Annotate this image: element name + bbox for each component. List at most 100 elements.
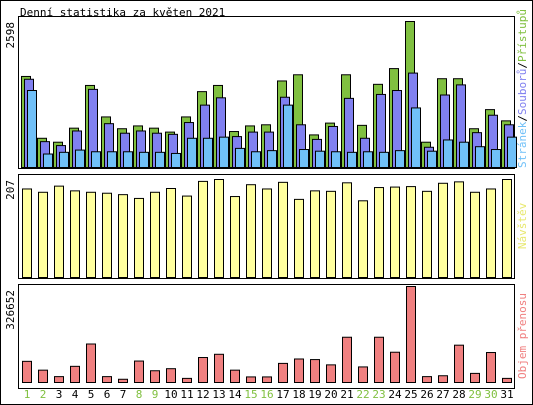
kbytes-bar (262, 376, 272, 384)
visits-bar (358, 200, 368, 279)
visits-bar (214, 179, 224, 278)
day-label: 15 (244, 388, 257, 401)
visits-bar (326, 190, 336, 279)
visits-bar (470, 191, 480, 278)
top-panel-frame (18, 16, 515, 169)
top-panel-ymax-label: 2598 (4, 22, 17, 49)
kbytes-bar (406, 286, 416, 383)
bottom-panel-frame (18, 284, 515, 389)
legend-pages: Stránek (516, 121, 529, 168)
visits-bar (134, 197, 144, 278)
pages-bar (107, 151, 117, 168)
kbytes-bar (390, 351, 400, 383)
top-panel-legend: Stránek/Souborů/Přístupů (516, 9, 529, 168)
visits-bar (70, 190, 80, 278)
day-label: 31 (500, 388, 513, 401)
bottom-panel-legend: Objem přenosu (516, 293, 529, 379)
day-label: 30 (484, 388, 497, 401)
kbytes-bar (182, 377, 192, 383)
bottom-panel-bars (22, 286, 512, 384)
day-label: 5 (88, 388, 95, 401)
pages-bar (283, 104, 293, 168)
kbytes-bar (38, 369, 48, 383)
pages-bar (331, 151, 341, 168)
kbytes-bar (102, 376, 112, 384)
visits-bar (38, 191, 48, 278)
visits-bar (278, 181, 288, 278)
visits-bar (502, 179, 512, 278)
kbytes-bar (326, 364, 336, 383)
day-label: 13 (212, 388, 225, 401)
visits-bar (230, 196, 240, 278)
visits-bar (22, 188, 32, 278)
day-label: 6 (104, 388, 111, 401)
visits-bar (166, 187, 176, 278)
day-label: 12 (196, 388, 209, 401)
visits-bar (86, 191, 96, 278)
kbytes-bar (342, 336, 352, 383)
day-label: 26 (420, 388, 433, 401)
kbytes-bar (166, 368, 176, 383)
pages-bar (219, 136, 229, 168)
visits-bar (150, 191, 160, 278)
pages-bar (459, 141, 469, 169)
pages-bar (155, 151, 165, 168)
pages-bar (203, 137, 213, 169)
pages-bar (139, 151, 149, 168)
kbytes-bar (454, 344, 464, 383)
kbytes-bar (374, 336, 384, 383)
top-panel-bars (21, 21, 517, 169)
day-label: 1 (24, 388, 31, 401)
pages-bar (347, 151, 357, 168)
middle-panel-ymax-label: 207 (4, 180, 17, 200)
pages-bar (43, 153, 53, 168)
pages-bar (443, 139, 453, 169)
pages-bar (363, 151, 373, 168)
kbytes-bar (470, 372, 480, 383)
pages-bar (235, 147, 245, 168)
visits-bar (198, 180, 208, 278)
visits-bar (262, 188, 272, 278)
pages-bar (299, 149, 309, 169)
pages-bar (27, 90, 37, 168)
day-axis-labels: 1 2 3 4 5 6 7 8 9 10 11 12 13 14 15 16 17 18 19 20 21 22 23 24 2… (24, 388, 514, 401)
chart-title: Denní statistika za květen 2021 (20, 6, 225, 19)
visits-bar (182, 195, 192, 279)
kbytes-bar (230, 369, 240, 383)
pages-bar (267, 150, 277, 169)
kbytes-bar (214, 353, 224, 384)
middle-panel-legend: Návštěv (516, 202, 529, 249)
bottom-panel-ymax-label: 326652 (4, 290, 17, 330)
pages-bar (251, 151, 261, 168)
day-label: 3 (56, 388, 63, 401)
pages-bar (171, 152, 181, 168)
day-label: 2 (40, 388, 47, 401)
visits-bar (390, 186, 400, 278)
day-label: 20 (324, 388, 337, 401)
kbytes-bar (486, 352, 496, 383)
pages-bar (59, 151, 69, 168)
kbytes-bar (86, 343, 96, 383)
visits-bar (374, 187, 384, 278)
pages-bar (395, 150, 405, 169)
kbytes-bar (150, 370, 160, 384)
pages-bar (123, 151, 133, 168)
day-label: 28 (452, 388, 465, 401)
visits-bar (406, 186, 416, 279)
pages-bar (507, 136, 517, 168)
kbytes-bar (70, 365, 80, 383)
pages-bar (379, 151, 389, 168)
legend-hits: Přístupů (516, 9, 529, 62)
pages-bar (427, 150, 437, 169)
visits-bar (54, 185, 64, 278)
kbytes-bar (198, 357, 208, 383)
day-label: 16 (260, 388, 273, 401)
pages-bar (475, 146, 485, 168)
day-label: 22 (356, 388, 369, 401)
day-label: 4 (72, 388, 79, 401)
middle-panel-bars (22, 179, 512, 279)
kbytes-bar (134, 360, 144, 384)
middle-panel-frame (18, 174, 515, 279)
kbytes-bar (22, 360, 32, 384)
